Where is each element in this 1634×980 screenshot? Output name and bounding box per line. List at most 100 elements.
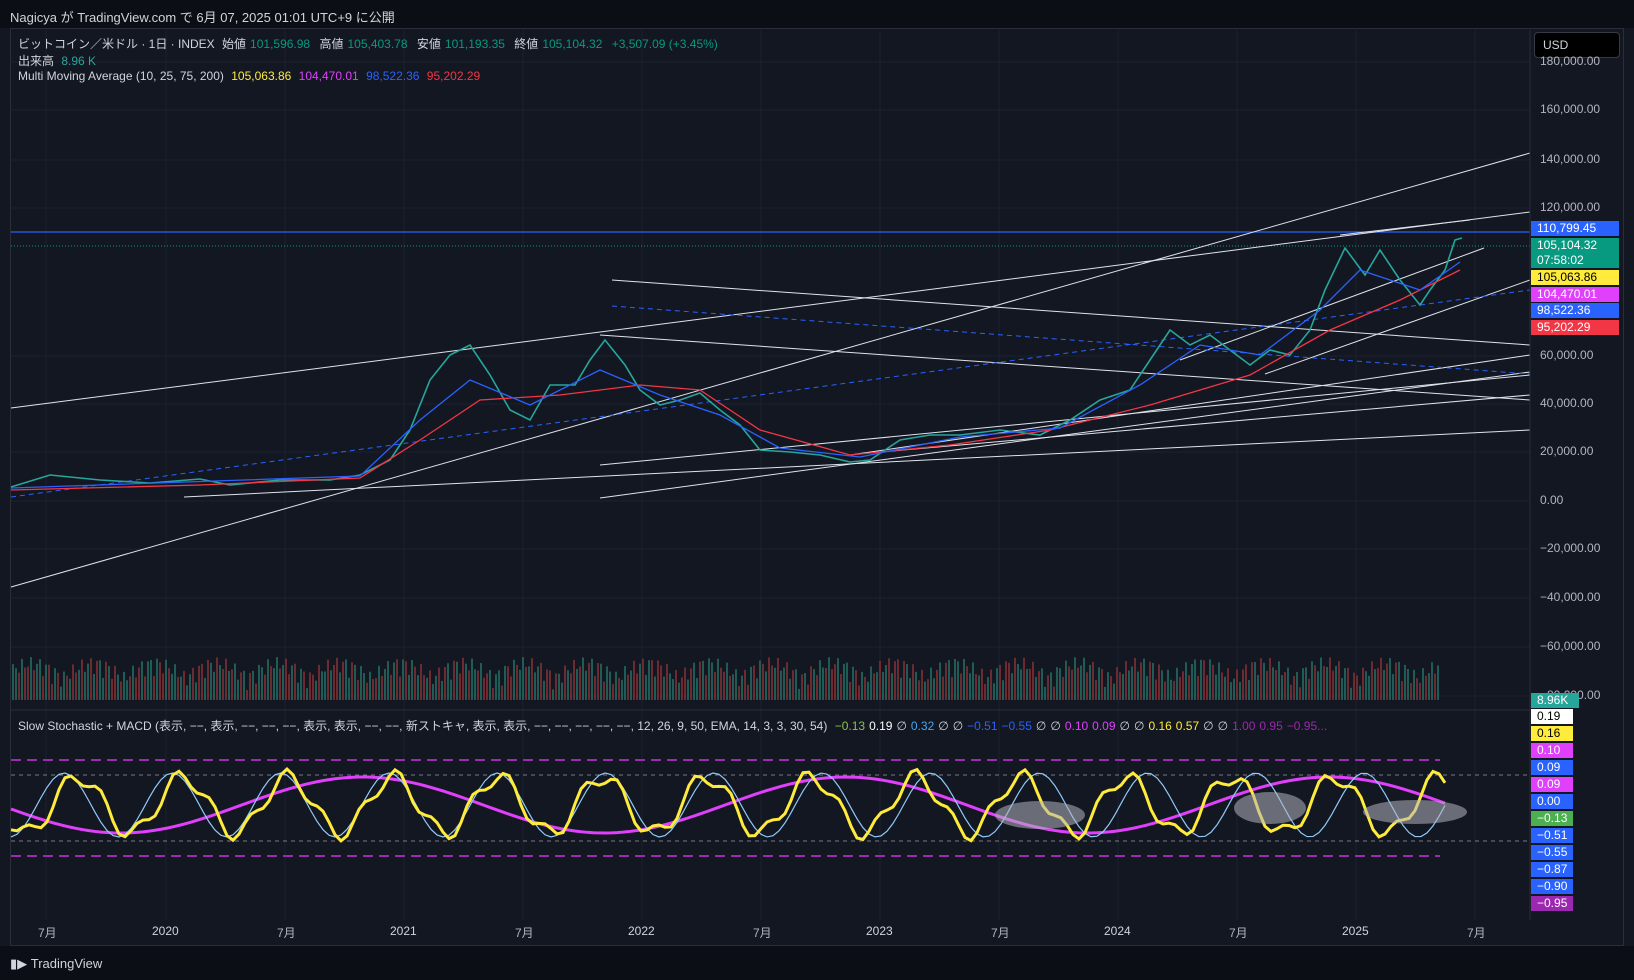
volume-bar (786, 662, 788, 700)
volume-bar (669, 673, 671, 700)
oscillator-value: ∅ (896, 719, 907, 733)
oscillator-value: ∅ (1119, 719, 1130, 733)
publish-bar: Nagicya が TradingView.com で 6月 07, 2025 … (0, 0, 1634, 28)
tradingview-logo[interactable]: ▮▶ TradingView (10, 956, 102, 972)
volume-bar (459, 673, 461, 700)
volume-bar (855, 670, 857, 700)
price-axis-label: 40,000.00 (1540, 396, 1594, 410)
volume-bar (129, 676, 131, 700)
volume-bar (207, 659, 209, 700)
highlight-ellipse (995, 801, 1085, 829)
volume-bar (993, 683, 995, 700)
volume-bar (90, 658, 92, 700)
volume-bar (753, 665, 755, 700)
trendline (1264, 279, 1531, 375)
volume-bar (228, 670, 230, 700)
volume-bar (642, 658, 644, 700)
volume-bar (867, 681, 869, 700)
volume-bar (1128, 670, 1130, 700)
volume-bar (1434, 673, 1436, 700)
price-tag-value: 105,104.32 (1537, 238, 1598, 252)
volume-bar (1272, 667, 1274, 700)
volume-bar (966, 666, 968, 700)
volume-bar (990, 669, 992, 700)
volume-bar (585, 670, 587, 700)
volume-bar (126, 680, 128, 700)
volume-bar (1278, 661, 1280, 700)
volume-bar (1068, 666, 1070, 700)
volume-bar (597, 663, 599, 700)
volume-bar (909, 678, 911, 700)
volume-bar (1071, 669, 1073, 700)
macd-line (10, 772, 1446, 838)
volume-bar (33, 670, 35, 700)
volume-bar (957, 661, 959, 700)
volume-bar (177, 676, 179, 700)
volume-bar (984, 684, 986, 700)
volume-bar (444, 667, 446, 700)
volume-bar (870, 666, 872, 700)
volume-bar (1200, 659, 1202, 700)
volume-bar (681, 677, 683, 700)
volume-bar (1431, 662, 1433, 700)
currency-button[interactable]: USD (1534, 32, 1620, 58)
volume-bar (663, 676, 665, 700)
volume-bar (1398, 661, 1400, 700)
volume-bar (942, 676, 944, 700)
time-axis-label: 7月 (991, 926, 1010, 940)
volume-bar (798, 688, 800, 700)
volume-bar (1413, 669, 1415, 700)
price-axis-label: −20,000.00 (1540, 541, 1601, 555)
volume-bar (603, 681, 605, 700)
volume-bar (258, 664, 260, 700)
volume-bar (1422, 668, 1424, 700)
volume-bar (810, 666, 812, 700)
volume-bar (1017, 664, 1019, 700)
volume-bar (768, 657, 770, 700)
volume-bar (36, 663, 38, 700)
volume-bar (1125, 660, 1127, 700)
trendline (599, 374, 1531, 466)
volume-bar (912, 664, 914, 700)
volume-bar (804, 673, 806, 700)
volume-bar (1101, 668, 1103, 700)
volume-bar (675, 670, 677, 700)
volume-bar (1416, 678, 1418, 700)
volume-bar (1152, 662, 1154, 700)
volume-bar (1245, 664, 1247, 700)
volume-bar (273, 668, 275, 700)
volume-bar (927, 679, 929, 700)
volume-bar (813, 669, 815, 700)
volume-legend: 出来高 8.96 K (18, 52, 100, 69)
volume-bar (219, 665, 221, 700)
volume-bar (546, 669, 548, 700)
volume-bar (87, 663, 89, 700)
volume-bar (408, 674, 410, 700)
oscillator-value: ∅ (938, 719, 949, 733)
volume-bar (666, 664, 668, 700)
volume-bar (138, 667, 140, 700)
oscillator-value: ∅ (952, 719, 964, 733)
volume-bar (150, 659, 152, 700)
oscillator-values: −0.13 0.19 ∅ 0.32 ∅ ∅ −0.51 −0.55 ∅ ∅ 0.10 0.09 ∅ ∅ 0.… (835, 719, 1331, 733)
volume-bar (822, 667, 824, 700)
volume-bar (321, 671, 323, 700)
volume-bar (339, 672, 341, 700)
time-axis-label: 2024 (1104, 924, 1131, 938)
volume-bar (1191, 663, 1193, 700)
volume-bar (1230, 682, 1232, 700)
price-axis-label: −40,000.00 (1540, 590, 1601, 604)
volume-bar (1107, 672, 1109, 700)
volume-bar (894, 661, 896, 700)
volume-bar (705, 675, 707, 700)
volume-bar (363, 673, 365, 700)
volume-bar (1143, 658, 1145, 700)
volume-bar (288, 674, 290, 700)
volume-bar (1182, 671, 1184, 700)
publish-text: Nagicya が TradingView.com で 6月 07, 2025 … (10, 10, 395, 25)
volume-bar (513, 659, 515, 700)
volume-bar (987, 677, 989, 700)
volume-bar (567, 670, 569, 700)
highlight-ellipse (1234, 792, 1306, 824)
